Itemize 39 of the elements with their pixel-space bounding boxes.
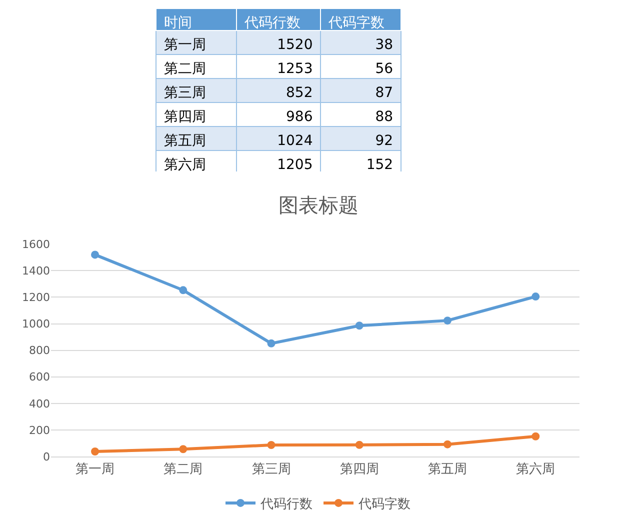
y-tick-label: 600	[28, 370, 50, 384]
y-tick-label: 800	[28, 344, 50, 358]
data-label: 56	[375, 61, 394, 78]
category-label: 第四周	[164, 109, 206, 126]
x-tick-label: 第三周	[252, 462, 291, 478]
x-tick-label: 第二周	[164, 462, 203, 478]
category-label: 第三周	[164, 85, 206, 102]
data-label: 1024	[277, 133, 313, 150]
category-label: 第一周	[164, 37, 206, 54]
data-label: 852	[286, 85, 313, 102]
category-label: 第五周	[164, 133, 206, 150]
text: 时间	[164, 15, 192, 32]
y-tick-label: 200	[28, 424, 50, 437]
data-label: 152	[366, 157, 394, 174]
data-label: 87	[375, 85, 394, 102]
data-label: 38	[375, 37, 394, 54]
y-tick-label: 1600	[22, 238, 50, 251]
x-tick-label: 第五周	[428, 462, 467, 478]
series-label: 代码字数	[328, 15, 385, 32]
y-tick-label: 1000	[22, 318, 50, 331]
legend-label: 代码行数	[260, 497, 312, 512]
x-tick-label: 第六周	[516, 462, 556, 478]
data-label: 1520	[277, 37, 313, 54]
category-label: 第六周	[164, 157, 206, 174]
data-label: 92	[375, 133, 394, 150]
data-label: 1253	[277, 61, 313, 78]
y-tick-label: 400	[28, 397, 50, 410]
series-label: 代码行数	[243, 15, 300, 32]
y-tick-label: 0	[42, 450, 50, 464]
category-label: 第二周	[164, 61, 206, 78]
data-label: 986	[286, 109, 313, 126]
chart-title: 图表标题	[278, 192, 358, 217]
y-tick-label: 1200	[22, 291, 50, 304]
legend-label: 代码字数	[358, 496, 410, 512]
data-label: 88	[375, 109, 394, 126]
x-tick-label: 第四周	[340, 462, 379, 478]
y-tick-label: 1400	[22, 264, 50, 278]
data-label: 1205	[277, 157, 313, 174]
x-tick-label: 第一周	[76, 462, 115, 478]
